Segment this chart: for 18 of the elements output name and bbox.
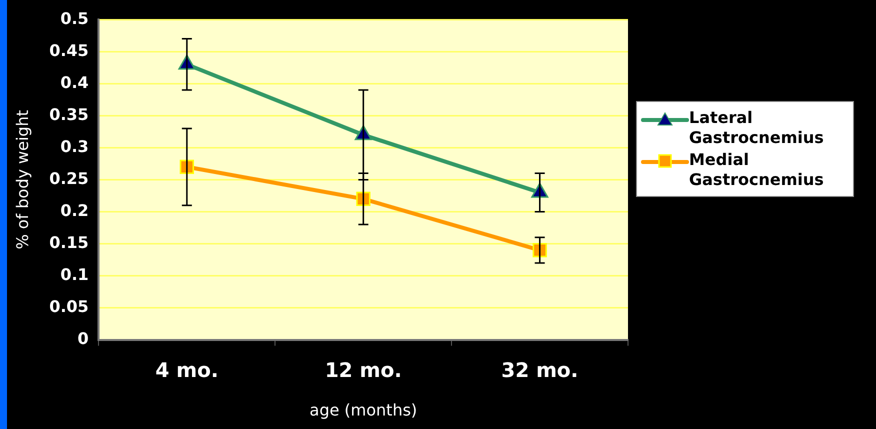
y-tick-label: 0.3 xyxy=(60,136,89,156)
y-tick-label: 0.05 xyxy=(49,296,89,316)
y-tick-label: 0.15 xyxy=(49,232,89,252)
x-axis-title: age (months) xyxy=(310,400,418,420)
x-tick-label: 12 mo. xyxy=(324,358,402,382)
x-tick-label: 4 mo. xyxy=(155,358,218,382)
y-tick-label: 0.25 xyxy=(49,168,89,188)
y-tick-label: 0 xyxy=(78,328,89,348)
legend-label: Lateral Gastrocnemius xyxy=(689,108,825,148)
y-tick-label: 0.5 xyxy=(60,8,89,28)
y-tick-label: 0.4 xyxy=(60,72,89,92)
y-tick-label: 0.2 xyxy=(60,200,89,220)
y-tick-label: 0.1 xyxy=(60,264,89,284)
legend-label: Medial Gastrocnemius xyxy=(689,150,825,190)
y-tick-label: 0.45 xyxy=(49,40,89,60)
y-axis-title: % of body weight xyxy=(12,110,32,250)
x-tick-label: 32 mo. xyxy=(501,358,578,382)
y-tick-label: 0.35 xyxy=(49,104,89,124)
